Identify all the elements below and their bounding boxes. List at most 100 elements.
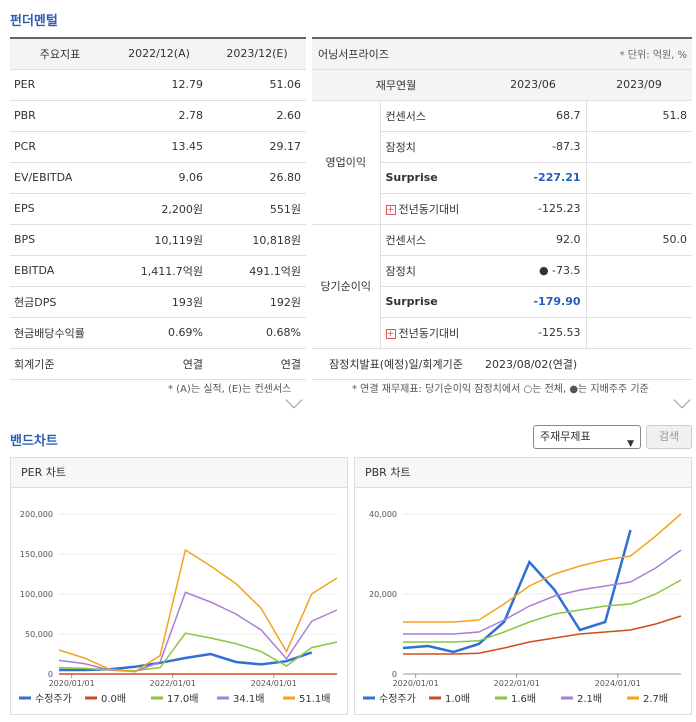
value-2023: 192원 [208, 286, 306, 318]
table-row: 잠정치 ● -73.5 [312, 255, 692, 287]
series-line [58, 591, 338, 673]
earnings-title: 어닝서프라이즈 [318, 47, 389, 61]
value-2023-06: -125.23 [480, 193, 587, 225]
value-2023-09 [586, 193, 692, 225]
y-tick-label: 0 [392, 670, 397, 679]
per-chart-title: PER 차트 [11, 458, 347, 488]
metric-label: Surprise [380, 162, 480, 194]
value-2022: 1,411.7억원 [110, 255, 208, 287]
y-tick-label: 0 [48, 670, 53, 679]
indicator-label: BPS [10, 224, 110, 256]
x-tick-label: 2020/01/01 [393, 679, 439, 688]
value-2023-06: -179.90 [480, 286, 587, 318]
search-button[interactable]: 검색 [646, 425, 692, 449]
value-2023-09 [586, 317, 692, 349]
legend-label: 1.6배 [511, 693, 536, 705]
earnings-unit: * 단위: 억원, % [619, 50, 687, 62]
table-row: PCR 13.45 29.17 [10, 131, 306, 163]
y-tick-label: 20,000 [369, 590, 397, 599]
statement-select-value: 주재무제표 [540, 430, 591, 443]
y-tick-label: 100,000 [20, 590, 53, 599]
value-2022: 13.45 [110, 131, 208, 163]
metric-label-text: Surprise [385, 171, 438, 184]
table-row: 잠정치발표(예정)일/회계기준 2023/08/02(연결) [312, 348, 692, 380]
value-2023: 26.80 [208, 162, 306, 194]
metric-label-text: 전년동기대비 [398, 202, 460, 216]
table-row: 회계기준 연결 연결 [10, 348, 306, 380]
chevron-down-icon[interactable] [673, 391, 691, 409]
x-tick-label: 2022/01/01 [150, 679, 196, 688]
table-row: PBR 2.78 2.60 [10, 100, 306, 132]
y-tick-label: 200,000 [20, 510, 53, 519]
value-2023-06: -125.53 [480, 317, 587, 349]
legend-label: 수정주가 [35, 693, 72, 705]
fundamental-title: 펀더멘털 [10, 14, 58, 29]
announce-label: 잠정치발표(예정)일/회계기준 [312, 348, 480, 380]
indicator-label: PER [10, 69, 110, 101]
value-2023-06: -227.21 [480, 162, 587, 194]
value-2023-09 [586, 286, 692, 318]
value-2022: 2.78 [110, 100, 208, 132]
group-label: 영업이익 [312, 100, 381, 225]
expand-plus-icon[interactable]: + [385, 204, 396, 215]
value-2023: 10,818원 [208, 224, 306, 256]
x-tick-label: 2022/01/01 [494, 679, 540, 688]
metric-label: Surprise [380, 286, 480, 318]
earnings-note: * 연결 재무제표: 당기순이익 잠정치에서 ○는 전체, ●는 지배주주 기준 [352, 384, 649, 395]
value-2023: 연결 [208, 348, 306, 380]
metric-label-text: 잠정치 [385, 264, 416, 278]
table-row: 잠정치 -87.3 [312, 131, 692, 163]
value-2023-06: 68.7 [480, 100, 587, 132]
metric-label-text: Surprise [385, 295, 438, 308]
statement-select[interactable]: 주재무제표 ▼ [533, 425, 641, 449]
value-2022: 9.06 [110, 162, 208, 194]
value-2023-09: 50.0 [586, 224, 692, 256]
metric-label: + 전년동기대비 [380, 317, 480, 349]
legend-label: 17.0배 [167, 693, 198, 705]
header-2022: 2022/12(A) [110, 37, 208, 70]
y-tick-label: 40,000 [369, 510, 397, 519]
fundamental-note: * (A)는 실적, (E)는 컨센서스 [168, 384, 292, 395]
earnings-header-2023-06: 2023/06 [480, 69, 586, 101]
metric-label: 잠정치 [380, 255, 480, 287]
metric-label: 컨센서스 [380, 224, 480, 256]
announce-value: 2023/08/02(연결) [480, 348, 692, 380]
group-label: 당기순이익 [312, 224, 381, 349]
indicator-label: EBITDA [10, 255, 110, 287]
value-2023-06: ● -73.5 [480, 255, 587, 287]
metric-label-text: 컨센서스 [385, 109, 426, 123]
value-2023-06: 92.0 [480, 224, 587, 256]
legend-label: 34.1배 [233, 693, 264, 705]
value-2023-09 [586, 255, 692, 287]
table-row: EV/EBITDA 9.06 26.80 [10, 162, 306, 194]
fundamental-table: 주요지표 2022/12(A) 2023/12(E) PER 12.79 51.06… [10, 37, 306, 380]
table-row: PER 12.79 51.06 [10, 69, 306, 101]
value-2022: 연결 [110, 348, 208, 380]
legend-label: 2.7배 [643, 693, 668, 705]
expand-plus-icon[interactable]: + [385, 328, 396, 339]
value-2023-09 [586, 162, 692, 194]
value-2023-09 [586, 131, 692, 163]
table-row: BPS 10,119원 10,818원 [10, 224, 306, 256]
legend-label: 2.1배 [577, 693, 602, 705]
metric-label: 컨센서스 [380, 100, 480, 132]
legend-label: 51.1배 [299, 693, 330, 705]
x-tick-label: 2020/01/01 [49, 679, 95, 688]
indicator-label: 회계기준 [10, 348, 110, 380]
indicator-label: EPS [10, 193, 110, 225]
metric-label-text: 잠정치 [385, 140, 416, 154]
x-tick-label: 2024/01/01 [251, 679, 297, 688]
value-2022: 2,200원 [110, 193, 208, 225]
metric-label-text: 전년동기대비 [398, 326, 460, 340]
earnings-table: 어닝서프라이즈 * 단위: 억원, % 재무연월 2023/06 2023/09… [312, 37, 692, 380]
value-2023: 29.17 [208, 131, 306, 163]
series-line [403, 615, 682, 655]
header-2023: 2023/12(E) [208, 37, 306, 70]
value-2023: 51.06 [208, 69, 306, 101]
y-tick-label: 150,000 [20, 550, 53, 559]
series-line [403, 549, 682, 635]
series-line [403, 513, 682, 623]
value-2023-06: -87.3 [480, 131, 587, 163]
earnings-header-2023-09: 2023/09 [586, 69, 692, 101]
table-row: EPS 2,200원 551원 [10, 193, 306, 225]
